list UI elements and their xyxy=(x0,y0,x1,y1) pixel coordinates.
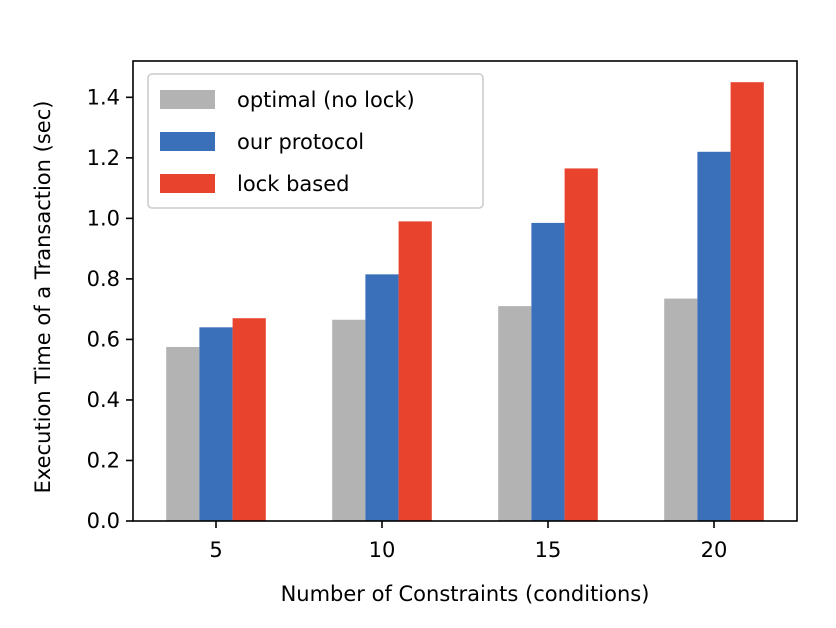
legend-swatch xyxy=(160,132,215,151)
x-axis-ticks: 5 10 15 20 xyxy=(209,521,727,562)
bar-lock-based-10 xyxy=(398,221,432,522)
y-axis-label: Execution Time of a Transaction (sec) xyxy=(31,101,55,494)
x-axis-label: Number of Constraints (conditions) xyxy=(281,582,650,606)
bar-lock-based-5 xyxy=(232,318,266,521)
legend: optimal (no lock) our protocol lock based xyxy=(147,73,484,209)
bar-our-protocol-10 xyxy=(365,274,399,521)
bar-lock-based-15 xyxy=(564,168,598,521)
y-tick-label: 0.6 xyxy=(87,327,120,351)
legend-swatch xyxy=(160,174,215,193)
x-tick-label: 10 xyxy=(369,538,396,562)
y-tick-label: 1.4 xyxy=(87,85,120,109)
legend-entry-label: lock based xyxy=(237,172,349,196)
bar-optimal-no-lock--20 xyxy=(664,298,698,521)
x-tick-label: 20 xyxy=(701,538,728,562)
y-axis-ticks: 0.0 0.2 0.4 0.6 0.8 1.0 1.2 1.4 xyxy=(87,85,133,533)
y-tick-label: 0.4 xyxy=(87,388,120,412)
bar-lock-based-20 xyxy=(730,82,764,522)
bar-our-protocol-15 xyxy=(531,222,565,521)
bars-group xyxy=(166,82,764,522)
bar-our-protocol-20 xyxy=(697,151,731,521)
y-tick-label: 0.0 xyxy=(87,509,120,533)
bar-optimal-no-lock--5 xyxy=(166,346,200,521)
y-tick-label: 1.2 xyxy=(87,146,120,170)
legend-frame xyxy=(147,73,484,209)
y-tick-label: 0.8 xyxy=(87,267,120,291)
legend-swatch xyxy=(160,90,215,109)
y-tick-label: 0.2 xyxy=(87,448,120,472)
legend-entry-label: our protocol xyxy=(237,130,364,154)
plot-frame xyxy=(132,60,798,522)
x-tick-label: 5 xyxy=(209,538,222,562)
legend-entry-label: optimal (no lock) xyxy=(237,88,415,112)
bar-optimal-no-lock--10 xyxy=(332,319,366,521)
bar-our-protocol-5 xyxy=(199,327,233,521)
bar-optimal-no-lock--15 xyxy=(498,306,532,521)
y-tick-label: 1.0 xyxy=(87,206,120,230)
x-tick-label: 15 xyxy=(535,538,562,562)
